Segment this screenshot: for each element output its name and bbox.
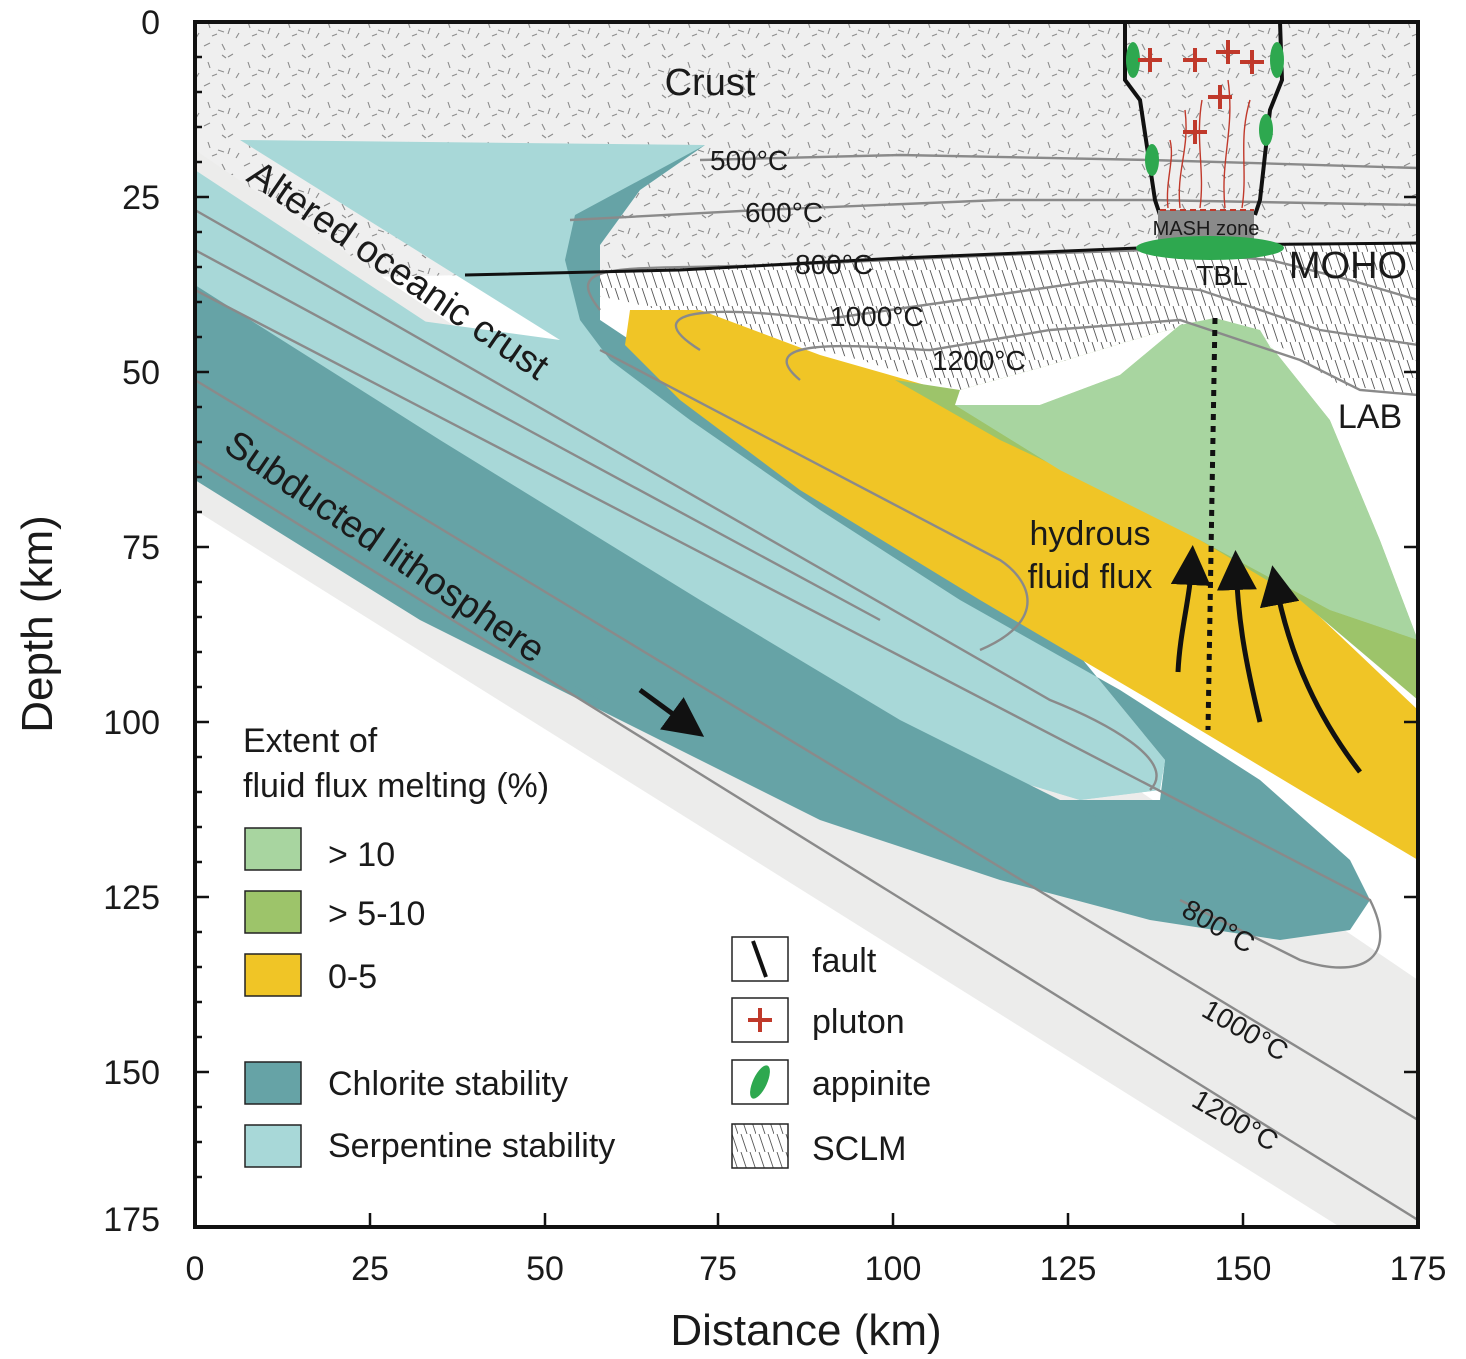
isotherms-slab [195, 208, 1418, 1222]
x-tick-label: 125 [1040, 1250, 1097, 1288]
slab-iso-1200 [195, 458, 1418, 1222]
sclm-icon [731, 1123, 789, 1169]
isotherm-600 [569, 198, 1418, 222]
subduction-arrow [638, 687, 705, 737]
isotherm-1200 [785, 318, 1418, 397]
flux-arrow [1170, 545, 1211, 673]
legend-symbols: fault pluton appinite SCLM [731, 936, 931, 1169]
y-tick-label: 150 [103, 1054, 160, 1092]
isotherm-label: 1200°C [932, 345, 1026, 376]
tbl-line [1205, 317, 1218, 731]
legend-label-low: 0-5 [328, 958, 377, 996]
plot-area [195, 22, 1418, 1227]
serpentine-slab [195, 170, 1165, 800]
axis-ticks [195, 20, 1418, 1229]
slab-iso-inner-2 [195, 248, 881, 622]
legend-melting: Extent of fluid flux melting (%) > 10 > … [243, 722, 549, 997]
appinite-body [1270, 42, 1284, 78]
lab-label: LAB [1338, 398, 1402, 436]
isotherm-1000 [674, 278, 1418, 352]
tbl-label: TBL [1196, 260, 1247, 291]
x-tick-label: 25 [351, 1250, 389, 1288]
plot-frame [193, 20, 1420, 1229]
legend-swatch-serpentine [244, 1124, 302, 1168]
isotherm-label: 800°C [795, 249, 873, 280]
legend-label-sclm: SCLM [812, 1130, 906, 1168]
x-tick-label: 100 [865, 1250, 922, 1288]
appinite-body [1126, 42, 1140, 78]
chlorite-slab [195, 285, 1365, 935]
flux-arrow [1259, 565, 1362, 774]
appinite-body [1259, 114, 1273, 146]
legend-title-line2: fluid flux melting (%) [243, 767, 549, 805]
legend-title-line1: Extent of [243, 722, 378, 760]
y-tick-label: 125 [103, 879, 160, 917]
isotherm-label: 1000°C [830, 301, 924, 332]
slab-iso-1000 [195, 378, 1418, 1122]
legend-swatch-mid [244, 890, 302, 934]
plutons [1138, 40, 1264, 144]
y-tick-label: 100 [103, 704, 160, 742]
x-tick-label: 150 [1215, 1250, 1272, 1288]
hydrous-label-line1: hydrous [1030, 515, 1151, 553]
x-tick-label: 0 [186, 1250, 205, 1288]
legend-label-serpentine: Serpentine stability [328, 1127, 615, 1165]
isotherm-label: 500°C [710, 145, 788, 176]
melt-zone-low [625, 310, 1418, 860]
x-axis-title: Distance (km) [670, 1306, 941, 1355]
legend-label-mid: > 5-10 [328, 895, 425, 933]
x-tick-labels: 0 25 50 75 100 125 150 175 [186, 1250, 1447, 1288]
x-tick-label: 175 [1390, 1250, 1447, 1288]
y-tick-label: 0 [141, 4, 160, 42]
legend-label-fault: fault [812, 942, 877, 980]
sclm-region [470, 243, 1418, 395]
legend-label-high: > 10 [328, 836, 395, 874]
y-tick-label: 175 [103, 1201, 160, 1239]
moho-label: MOHO [1289, 245, 1407, 287]
isotherm-label: 600°C [745, 197, 823, 228]
legend-label-pluton: pluton [812, 1003, 905, 1041]
y-tick-label: 75 [122, 529, 160, 567]
x-tick-label: 50 [526, 1250, 564, 1288]
underplate [1136, 236, 1284, 260]
y-axis-title: Depth (km) [13, 515, 62, 733]
isotherm-500 [699, 153, 1418, 170]
legend-swatch-low [244, 953, 302, 997]
slab-iso-800 [195, 288, 1382, 969]
legend-stability: Chlorite stability Serpentine stability [244, 1061, 615, 1168]
legend-label-appinite: appinite [812, 1065, 931, 1103]
flux-arrows [1170, 545, 1362, 774]
flux-arrow [1216, 550, 1263, 723]
y-tick-label: 50 [122, 354, 160, 392]
legend-swatch-chlorite [244, 1061, 302, 1105]
slab-iso-inner-1 [195, 208, 1158, 791]
legend-swatch-high [244, 827, 302, 871]
legend-label-chlorite: Chlorite stability [328, 1065, 568, 1103]
slab-iso-inner-3 [599, 348, 1029, 652]
crust-label: Crust [665, 62, 756, 104]
mash-label: MASH zone [1153, 218, 1260, 240]
hydrous-label-line2: fluid flux [1028, 558, 1153, 596]
conduit-left [1123, 22, 1162, 216]
appinite-body [1145, 144, 1159, 176]
y-tick-label: 25 [122, 179, 160, 217]
x-tick-label: 75 [699, 1250, 737, 1288]
y-tick-labels: 0 25 50 75 100 125 150 175 [103, 4, 160, 1239]
